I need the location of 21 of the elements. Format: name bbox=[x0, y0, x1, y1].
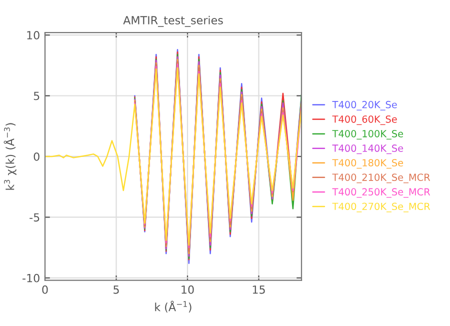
legend-label: T400_180K_Se bbox=[332, 159, 404, 169]
chart-title: AMTIR_test_series bbox=[123, 16, 223, 27]
legend-label: T400_270K_Se_MCR bbox=[332, 202, 430, 212]
y-tick-label: -5 bbox=[30, 213, 40, 222]
x-tick-label: 0 bbox=[42, 285, 48, 294]
y-tick-label: 10 bbox=[27, 31, 40, 40]
legend-label: T400_60K_Se bbox=[332, 115, 397, 125]
y-tick-label: 5 bbox=[34, 92, 40, 100]
legend-label: T400_100K_Se bbox=[332, 130, 404, 140]
legend-label: T400_20K_Se bbox=[332, 100, 397, 110]
x-tick-label: 10 bbox=[182, 285, 194, 294]
y-tick-label: 0 bbox=[34, 152, 40, 161]
legend-label: T400_140K_Se bbox=[332, 144, 404, 154]
line-series bbox=[45, 67, 302, 246]
legend-label: T400_210K_Se_MCR bbox=[332, 174, 430, 184]
y-axis-title: k$^{3}$ χ(k) (Å$^{−3}$) bbox=[4, 123, 16, 190]
legend-label: T400_250K_Se_MCR bbox=[332, 188, 430, 198]
x-tick-label: 15 bbox=[252, 286, 265, 294]
x-tick-label: 5 bbox=[114, 286, 119, 294]
y-tick-label: -10 bbox=[22, 274, 40, 282]
x-axis-title: k (Å$^{−1}$) bbox=[155, 300, 192, 313]
